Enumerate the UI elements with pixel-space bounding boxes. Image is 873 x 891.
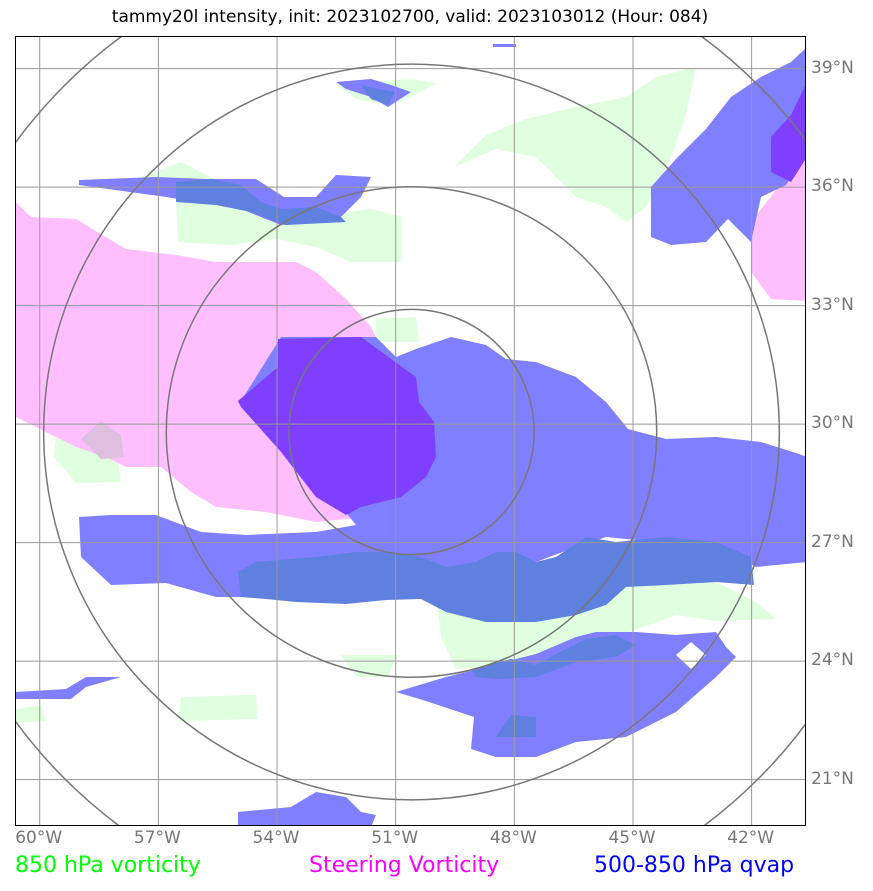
qvap-steering-overlap	[238, 337, 436, 515]
vorticity-region	[179, 695, 258, 721]
longitude-tick-label: 48°W	[489, 828, 537, 848]
qvap-hole	[676, 642, 706, 669]
longitude-tick-label: 54°W	[252, 828, 300, 848]
legend-850-hpa-vorticity: 850 hPa vorticity	[15, 853, 201, 878]
range-ring	[288, 308, 535, 556]
vorticity-region	[341, 655, 396, 677]
qvap-region	[396, 632, 736, 757]
longitude-tick-label: 42°W	[727, 828, 775, 848]
range-rings	[16, 37, 805, 825]
qvap-vorticity-overlap	[496, 715, 536, 737]
latitude-tick-label: 21°N	[811, 768, 854, 789]
vorticity-region	[16, 705, 46, 723]
map-title: tammy20l intensity, init: 2023102700, va…	[111, 7, 709, 27]
qvap-over-vorticity-layer	[176, 85, 754, 737]
qvap-region	[651, 48, 805, 245]
qvap-region	[493, 44, 516, 47]
qvap-region	[238, 792, 376, 825]
qvap-region	[16, 677, 121, 699]
latitude-tick-label: 39°N	[811, 57, 854, 78]
latitude-tick-label: 27°N	[811, 531, 854, 552]
longitude-tick-label: 51°W	[371, 828, 419, 848]
qvap-steering-overlap	[771, 86, 805, 182]
qvap-vorticity-overlap	[471, 635, 636, 679]
latitude-tick-label: 24°N	[811, 650, 854, 671]
overlap-region	[81, 421, 124, 459]
longitude-tick-label: 45°W	[608, 828, 656, 848]
steering-region	[751, 158, 805, 301]
vorticity-region	[376, 317, 419, 342]
map-canvas	[16, 37, 805, 825]
vorticity-region	[454, 67, 696, 222]
qvap-over-steering-layer	[238, 86, 805, 515]
latitude-tick-label: 30°N	[811, 413, 854, 434]
range-ring	[165, 186, 658, 678]
legend-steering-vorticity: Steering Vorticity	[309, 853, 500, 878]
longitude-tick-label: 60°W	[15, 828, 63, 848]
map-panel	[15, 36, 806, 826]
longitude-tick-label: 57°W	[133, 828, 181, 848]
range-ring	[42, 63, 781, 801]
qvap-vorticity-overlap	[361, 85, 394, 105]
lat-lon-grid	[16, 37, 805, 825]
latitude-tick-label: 36°N	[811, 176, 854, 197]
qvap-vorticity-overlap	[176, 179, 346, 225]
latitude-tick-label: 33°N	[811, 294, 854, 315]
legend-qvap: 500-850 hPa qvap	[594, 853, 795, 878]
qvap-vorticity-overlap	[238, 537, 754, 622]
